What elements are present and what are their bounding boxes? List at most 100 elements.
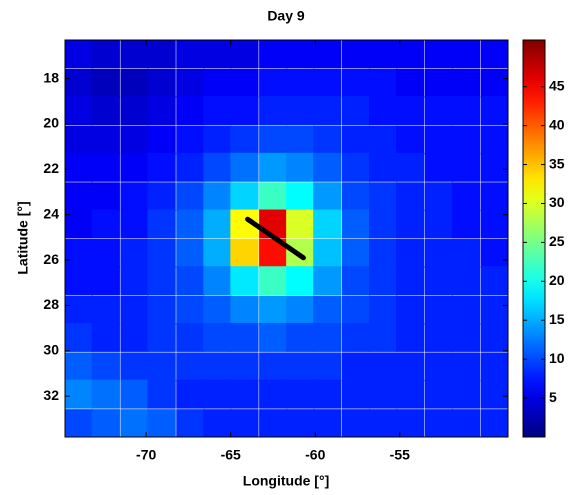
heatmap-cell [259,152,288,182]
heatmap-cell [91,40,120,69]
heatmap-cell [451,352,481,382]
heatmap-cell [230,125,259,155]
heatmap-cell [313,379,342,409]
heatmap-cell [147,266,176,296]
heatmap-cell [286,125,315,155]
chart-title: Day 9 [267,8,305,24]
heatmap-cell [230,322,259,352]
heatmap-cell [230,40,259,69]
heatmap-cell [286,266,315,296]
heatmap-cell [451,409,481,437]
heatmap-cell [176,152,205,182]
heatmap-cell [230,68,259,98]
heatmap-cell [341,266,371,296]
heatmap-cell [451,182,481,212]
heatmap-cell [451,40,481,69]
heatmap-cell [369,352,398,382]
heatmap-cell [424,239,454,268]
heatmap-cell [230,182,259,212]
heatmap-cell [259,96,288,126]
heatmap-cell [203,125,232,155]
x-tick-label: -60 [305,447,325,463]
heatmap-cell [341,96,371,126]
heatmap-cell [259,266,288,296]
y-tick-label: 22 [43,160,59,176]
heatmap-cell [396,295,425,325]
heatmap-cell [120,68,149,98]
heatmap-cell [65,152,93,182]
heatmap-cell [230,295,259,325]
heatmap-cell [369,182,398,212]
heatmap-cell [176,266,205,296]
heatmap-cell [313,239,342,268]
heatmap-cell [396,182,425,212]
colorbar-tick-label: 15 [549,311,565,327]
heatmap-cell [424,266,454,296]
heatmap-cell [424,409,454,437]
heatmap-cell [176,295,205,325]
heatmap-cell [369,379,398,409]
heatmap-cell [313,322,342,352]
heatmap-cell [147,209,176,239]
heatmap-cell [451,125,481,155]
heatmap-cell [313,125,342,155]
x-tick-label: -65 [221,447,241,463]
heatmap-cell [203,239,232,268]
heatmap-cell [91,125,120,155]
heatmap-cell [313,209,342,239]
heatmap-cell [480,209,508,239]
heatmap-cell [480,152,508,182]
heatmap-cell [369,266,398,296]
heatmap-cell [65,322,93,352]
heatmap-cell [120,322,149,352]
heatmap-cell [424,379,454,409]
heatmap-cell [341,68,371,98]
heatmap-cell [91,266,120,296]
x-tick-label: -55 [390,447,410,463]
heatmap-cell [176,96,205,126]
heatmap-cell [147,379,176,409]
track-line [245,216,306,261]
heatmap-cell [341,239,371,268]
heatmap-cell [313,152,342,182]
heatmap-cell [203,409,232,437]
heatmap-cell [147,96,176,126]
plot-frame [64,39,509,438]
heatmap-cell [341,409,371,437]
colorbar-tick-label: 30 [549,194,565,210]
heatmap-cell [65,125,93,155]
heatmap-cell [480,266,508,296]
heatmap-cell [65,209,93,239]
heatmap-cell [286,379,315,409]
heatmap-cell [65,352,93,382]
heatmap-cell [230,379,259,409]
heatmap-cell [147,295,176,325]
y-tick-label: 30 [43,341,59,357]
heatmap-cell [65,409,93,437]
heatmap-cell [120,295,149,325]
heatmap-cell [203,322,232,352]
heatmap-cell [259,209,288,239]
heatmap-cell [203,209,232,239]
heatmap-cell [313,409,342,437]
heatmap-cell [313,295,342,325]
heatmap-cell [176,352,205,382]
x-tick-label: -70 [136,447,156,463]
heatmap-cell [65,379,93,409]
heatmap-cell [176,125,205,155]
heatmap-cell [230,352,259,382]
heatmap-cell [480,295,508,325]
heatmap-cell [65,239,93,268]
heatmap-cell [203,379,232,409]
heatmap-cell [286,152,315,182]
heatmap-cell [396,40,425,69]
heatmap-cell [65,182,93,212]
heatmap-cell [313,266,342,296]
heatmap-cell [480,409,508,437]
heatmap-cell [424,352,454,382]
heatmap-cell [91,152,120,182]
heatmap-cell [91,322,120,352]
heatmap-cell [259,40,288,69]
heatmap-cell [424,125,454,155]
